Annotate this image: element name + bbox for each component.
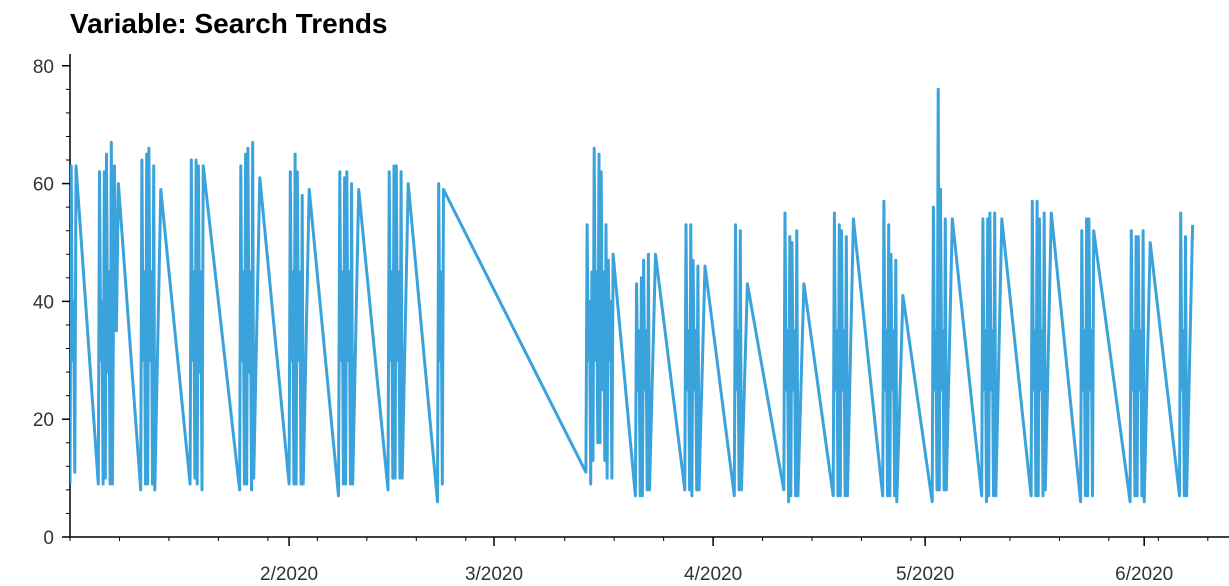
y-tick-label: 40 — [33, 292, 54, 313]
tick-labels: 0 20 40 60 80 2/2020 3/2020 4/2020 5/2020 6/2020 — [33, 57, 1173, 585]
y-tick-label: 60 — [33, 175, 54, 196]
x-tick-label: 2/2020 — [260, 564, 318, 585]
x-tick-label: 5/2020 — [896, 564, 954, 585]
chart-title: Variable: Search Trends — [70, 8, 388, 39]
x-tick-label: 6/2020 — [1115, 564, 1173, 585]
y-tick-label: 20 — [33, 410, 54, 431]
y-tick-label: 80 — [33, 57, 54, 78]
series-layer — [70, 87, 1195, 504]
x-tick-label: 3/2020 — [465, 564, 523, 585]
x-tick-label: 4/2020 — [684, 564, 742, 585]
y-tick-label: 0 — [43, 528, 54, 549]
series-line — [70, 87, 1195, 504]
